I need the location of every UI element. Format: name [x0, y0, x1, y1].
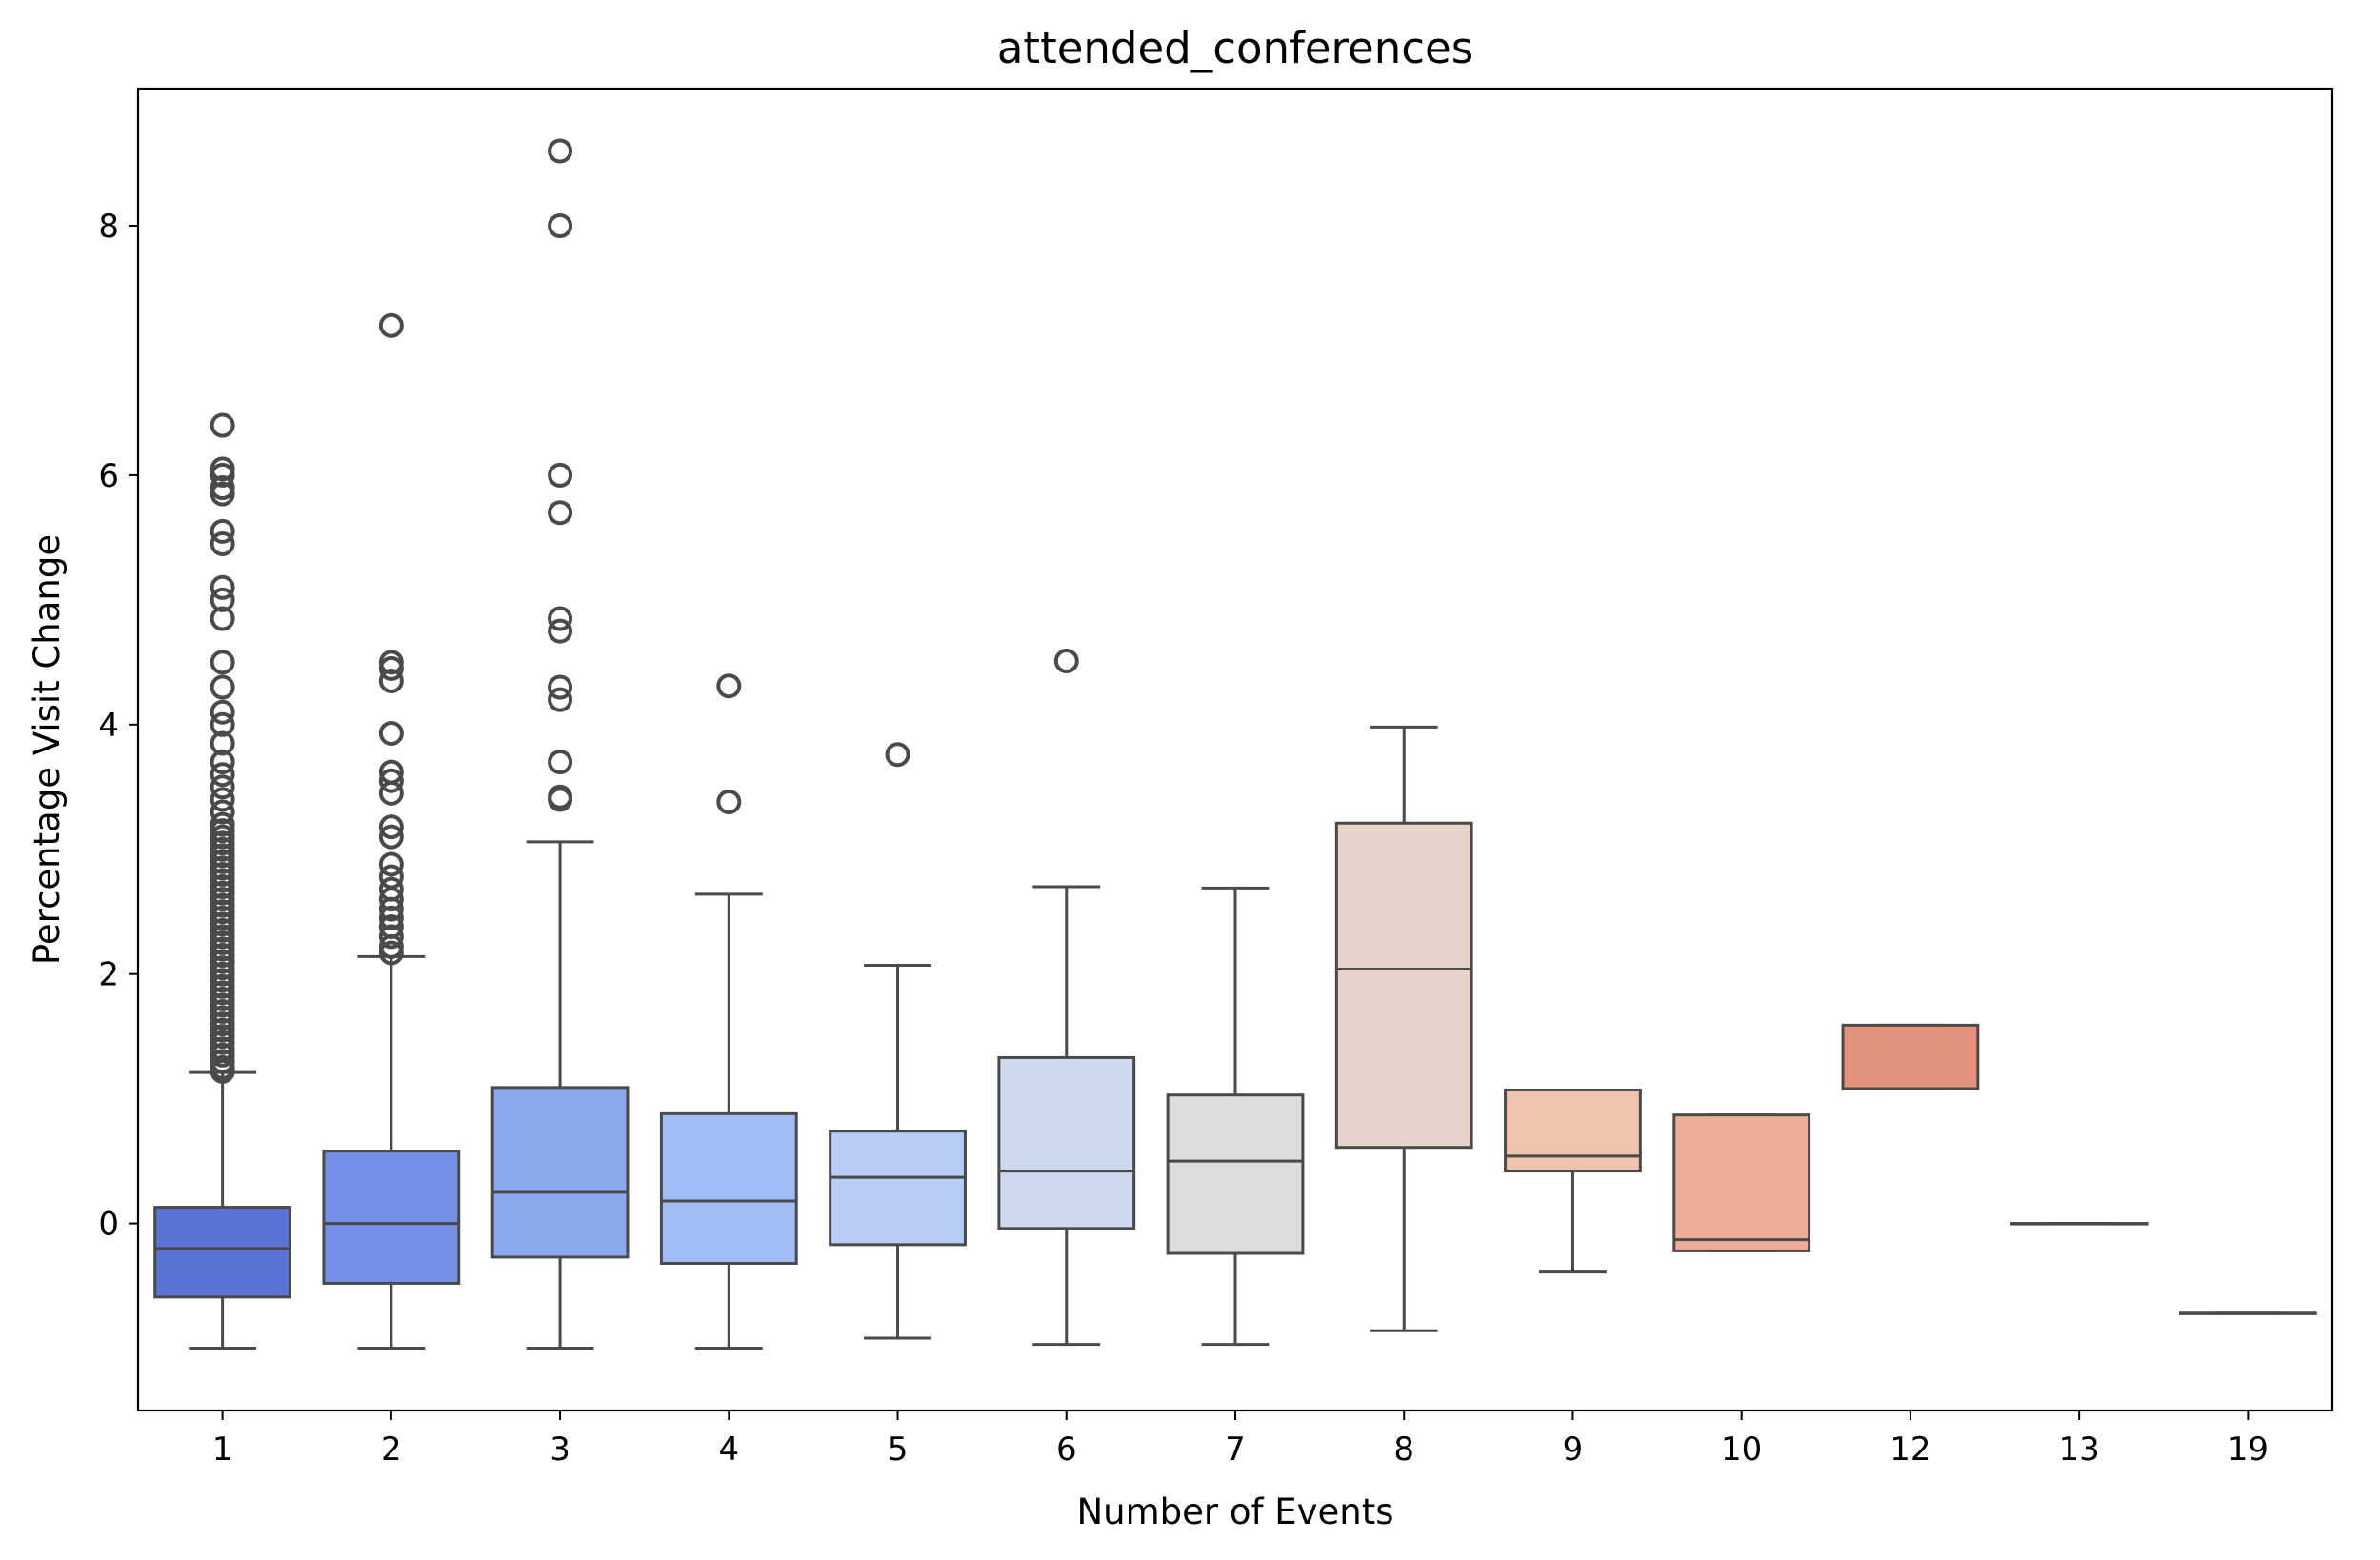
x-tick-label: 10: [1721, 1430, 1762, 1469]
outlier-point: [378, 876, 404, 902]
box-group-6: [997, 649, 1136, 1347]
box-group-7: [1166, 886, 1305, 1347]
box-iqr: [1504, 1088, 1642, 1173]
outlier-point: [210, 750, 235, 775]
box-iqr: [829, 1130, 967, 1247]
box-iqr: [1334, 821, 1473, 1150]
box-group-5: [829, 742, 967, 1340]
outlier-point: [1053, 649, 1079, 674]
x-tick-label: 7: [1225, 1430, 1246, 1469]
x-axis-title: Number of Events: [1076, 1491, 1393, 1532]
x-tick-label: 4: [718, 1430, 739, 1469]
outlier-point: [210, 787, 235, 812]
outlier-point: [210, 518, 235, 544]
outlier-point: [378, 864, 404, 890]
chart-title: attended_conferences: [997, 23, 1473, 73]
outlier-point: [210, 475, 235, 501]
outlier-point: [210, 587, 235, 612]
box-iqr: [997, 1055, 1136, 1230]
outlier-point: [548, 618, 573, 644]
box-group-9: [1504, 1088, 1642, 1274]
x-tick-label: 6: [1056, 1430, 1077, 1469]
x-tick-label: 8: [1393, 1430, 1414, 1469]
outlier-point: [210, 774, 235, 800]
plot-area-frame: [136, 87, 2334, 1412]
outlier-point: [378, 924, 404, 950]
outlier-point: [716, 673, 742, 699]
outlier-point: [378, 312, 404, 338]
outlier-point: [378, 905, 404, 930]
x-tick-label: 5: [888, 1430, 909, 1469]
outlier-point: [210, 574, 235, 600]
x-tick-label: 13: [2059, 1430, 2100, 1469]
outlier-point: [210, 699, 235, 725]
box-iqr: [1841, 1023, 1980, 1090]
outlier-point: [378, 824, 404, 850]
outlier-point: [548, 500, 573, 526]
outlier-point: [716, 789, 742, 814]
outlier-point: [378, 759, 404, 785]
outlier-point: [378, 768, 404, 793]
box-group-3: [490, 138, 630, 1350]
box-group-12: [1841, 1023, 1980, 1090]
outlier-point: [210, 730, 235, 756]
y-tick-label: 2: [98, 956, 119, 994]
box-group-10: [1672, 1113, 1811, 1252]
y-tick-label: 6: [98, 457, 119, 495]
outlier-point: [210, 811, 235, 837]
box-group-4: [659, 673, 798, 1350]
outlier-point: [548, 784, 573, 810]
boxes: [153, 138, 2317, 1350]
x-tick-label: 3: [550, 1430, 570, 1469]
outlier-point: [210, 674, 235, 700]
y-tick-label: 4: [98, 707, 119, 745]
x-tick-label: 9: [1563, 1430, 1584, 1469]
x-tick-label: 19: [2228, 1430, 2269, 1469]
outlier-point: [210, 799, 235, 825]
outlier-point: [210, 530, 235, 556]
outlier-point: [548, 606, 573, 631]
outlier-point: [210, 711, 235, 737]
x-tick-label: 2: [381, 1430, 402, 1469]
box-group-13: [2010, 1222, 2149, 1226]
box-iqr: [1672, 1113, 1811, 1252]
box-iqr: [490, 1086, 630, 1259]
outlier-point: [378, 668, 404, 693]
y-tick-label: 8: [98, 208, 119, 246]
outlier-point: [210, 606, 235, 631]
outlier-point: [210, 650, 235, 675]
box-group-1: [153, 412, 292, 1350]
outlier-point: [548, 213, 573, 239]
outlier-point: [548, 750, 573, 775]
outlier-point: [210, 412, 235, 438]
outlier-point: [378, 913, 404, 939]
box-group-8: [1334, 725, 1473, 1332]
box-iqr: [1166, 1093, 1305, 1255]
y-tick-label: 0: [98, 1206, 119, 1244]
outlier-point: [210, 762, 235, 788]
x-tick-label: 12: [1890, 1430, 1930, 1469]
box-group-19: [2178, 1311, 2317, 1315]
outlier-point: [378, 814, 404, 840]
outlier-point: [378, 720, 404, 746]
outlier-point: [548, 462, 573, 488]
y-axis-title: Percentage Visit Change: [27, 534, 68, 965]
outlier-point: [885, 742, 910, 768]
box-iqr: [322, 1150, 461, 1285]
outlier-point: [548, 674, 573, 700]
outlier-point: [548, 138, 573, 164]
box-iqr: [659, 1111, 798, 1265]
x-tick-label: 1: [212, 1430, 233, 1469]
outlier-point: [378, 851, 404, 877]
outlier-point: [210, 456, 235, 482]
outlier-point: [548, 687, 573, 712]
box-group-2: [322, 312, 461, 1350]
outlier-point: [378, 650, 404, 675]
box-iqr: [153, 1206, 292, 1299]
